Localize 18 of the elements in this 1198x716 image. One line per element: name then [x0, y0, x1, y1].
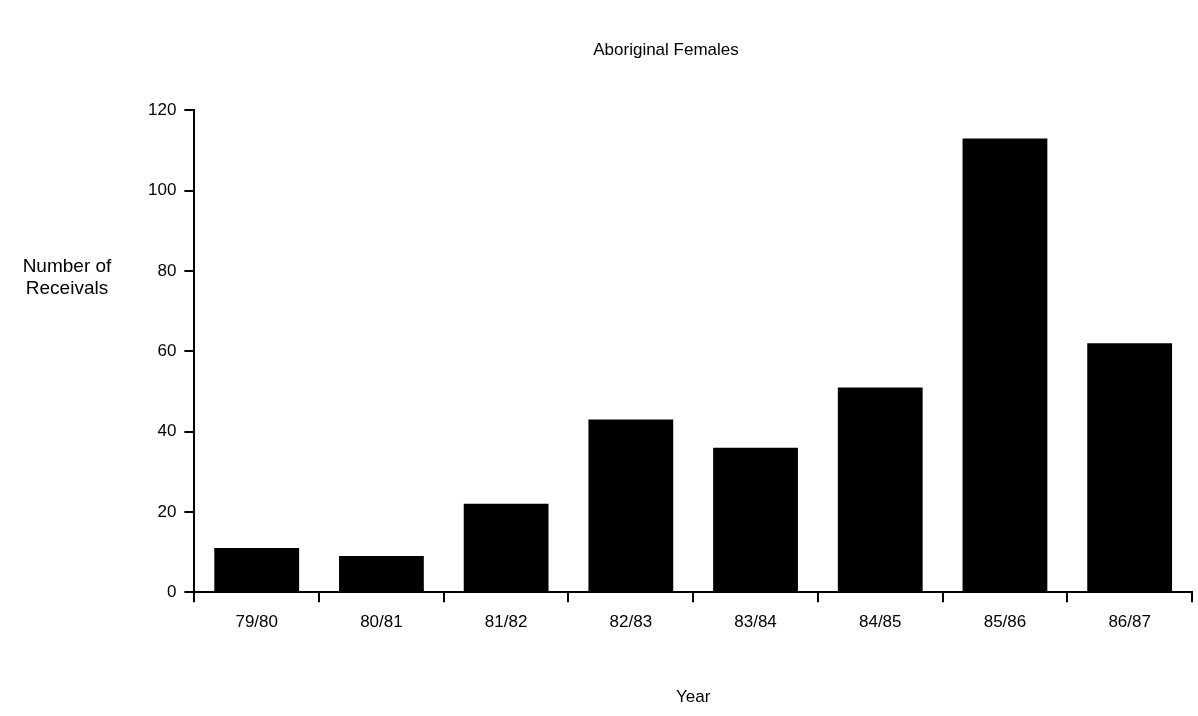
- x-tick-label: 79/80: [235, 612, 278, 632]
- x-axis-title: Year: [676, 687, 711, 707]
- x-tick-label: 80/81: [360, 612, 403, 632]
- y-tick-label: 60: [157, 340, 177, 360]
- x-tick-label: 84/85: [858, 612, 902, 632]
- y-tick-label: 80: [157, 260, 177, 280]
- y-tick-label: 20: [157, 501, 177, 521]
- y-axis-title: Number of Receivals: [21, 255, 113, 299]
- y-tick-label: 0: [166, 581, 177, 601]
- x-tick-label: 82/83: [609, 612, 653, 632]
- y-tick-label: 100: [147, 180, 177, 200]
- x-tick-label: 85/86: [983, 612, 1027, 632]
- y-tick-label: 120: [147, 100, 177, 120]
- x-tick-label: 83/84: [734, 612, 777, 632]
- x-tick-label: 86/87: [1108, 612, 1151, 632]
- x-tick-label: 81/82: [484, 612, 528, 632]
- y-tick-label: 40: [157, 421, 177, 441]
- chart-title: Aboriginal Females: [593, 39, 739, 59]
